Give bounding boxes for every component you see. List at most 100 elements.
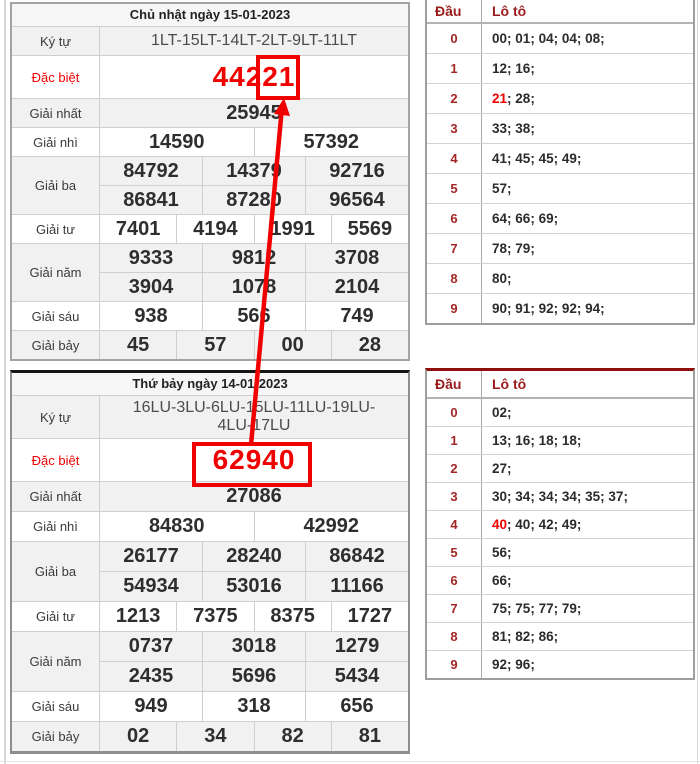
loto-value: 75 <box>515 601 531 616</box>
loto-values: 75; 75; 77; 79; <box>492 601 582 616</box>
prize-value: 00 <box>255 331 332 359</box>
head-row-2: 2 27; <box>427 455 693 483</box>
loto-value: 45 <box>515 151 531 166</box>
loto-value: 92 <box>538 301 554 316</box>
loto-value: 79 <box>561 601 577 616</box>
prize-value: 14590 <box>100 128 255 156</box>
loto-value: 66 <box>515 211 531 226</box>
loto-value: 02 <box>492 405 508 420</box>
head-row-8: 8 81; 82; 86; <box>427 623 693 651</box>
prize-value: 87280 <box>203 186 306 214</box>
draw-date-title: Chủ nhật ngày 15-01-2023 <box>12 4 408 27</box>
prize-value: 1213 <box>100 602 178 631</box>
dau-digit: 5 <box>427 539 482 566</box>
loto-column-header: Lô tô <box>492 3 527 19</box>
prize-label: Giải tư <box>12 215 100 243</box>
prize-value: 96564 <box>329 188 385 211</box>
loto-value: 04 <box>538 31 554 46</box>
loto-values: 21; 28; <box>492 91 535 106</box>
kytu-value: 1LT-15LT-14LT-2LT-9LT-11LT <box>100 27 408 55</box>
kytu-codes: 1LT-15LT-14LT-2LT-9LT-11LT <box>150 32 358 49</box>
prize-row-giai-sau: Giải sáu 938 566 749 <box>12 302 408 331</box>
prize-label: Giải năm <box>12 244 100 301</box>
loto-value: 64 <box>492 211 508 226</box>
prize-value: 5569 <box>347 217 393 240</box>
head-row-5: 5 57; <box>427 174 693 204</box>
prize-value: 57392 <box>303 130 360 153</box>
page-bottom-border <box>0 761 700 762</box>
prize-row-giai-ba: Giải ba 26177 28240 86842 54934 53016 11166 <box>12 542 408 602</box>
loto-value: 28 <box>515 91 531 106</box>
loto-value: 41 <box>492 151 508 166</box>
prize-value: 9333 <box>100 244 203 272</box>
prize-label: Đặc biệt <box>12 439 100 481</box>
prize-value: 949 <box>100 692 203 721</box>
prize-value: 2435 <box>100 662 203 691</box>
loto-value: 18 <box>561 433 577 448</box>
prize-row-giai-tu: Giải tư 1213 7375 8375 1727 <box>12 602 408 632</box>
prize-value: 2104 <box>334 275 380 298</box>
dau-digit: 6 <box>427 567 482 594</box>
prize-value: 57 <box>177 331 255 359</box>
loto-value: 92 <box>492 657 508 672</box>
loto-values: 02; <box>492 405 512 420</box>
loto-value: 80 <box>492 271 508 286</box>
prize-value: 86841 <box>100 186 203 214</box>
prize-value: 86842 <box>329 545 385 567</box>
loto-value: 33 <box>492 121 508 136</box>
prize-value: 42992 <box>303 515 360 537</box>
loto-value: 75 <box>492 601 508 616</box>
kytu-codes: 16LU-3LU-6LU-15LU-11LU-19LU-4LU-17LU <box>132 399 376 434</box>
kytu-row: Ký tự 1LT-15LT-14LT-2LT-9LT-11LT <box>12 27 408 56</box>
loto-value: 90 <box>492 301 508 316</box>
prize-value: 53016 <box>203 572 306 601</box>
prize-label: Giải ba <box>12 542 100 601</box>
prize-value: 28 <box>358 333 381 356</box>
dau-digit: 8 <box>427 623 482 650</box>
loto-value: 30 <box>492 489 508 504</box>
prize-value: 02 <box>100 722 178 751</box>
prize-label: Giải nhất <box>12 99 100 127</box>
loto-value: 81 <box>492 629 508 644</box>
prize-value: 4194 <box>177 215 255 243</box>
prize-row-giai-nhi: Giải nhì 84830 42992 <box>12 512 408 542</box>
head-row-3: 3 30; 34; 34; 34; 35; 37; <box>427 483 693 511</box>
loto-value: 49 <box>561 151 577 166</box>
loto-value: 77 <box>538 601 554 616</box>
prize-label: Giải tư <box>12 602 100 631</box>
head-row-9: 9 90; 91; 92; 92; 94; <box>427 294 693 323</box>
prize-value: 3708 <box>334 246 380 269</box>
dau-column-header: Đầu <box>427 371 482 397</box>
page-right-border <box>697 0 698 764</box>
loto-value: 78 <box>492 241 508 256</box>
prize-row-giai-tu: Giải tư 7401 4194 1991 5569 <box>12 215 408 244</box>
prize-row-dac-biet: Đặc biệt 62940 <box>12 439 408 482</box>
head-row-0: 0 00; 01; 04; 04; 08; <box>427 24 693 54</box>
loto-value: 66 <box>492 573 508 588</box>
prize-label: Giải bảy <box>12 331 100 359</box>
prize-value: 1991 <box>255 215 332 243</box>
kytu-value: 16LU-3LU-6LU-15LU-11LU-19LU-4LU-17LU <box>100 396 408 438</box>
head-row-6: 6 66; <box>427 567 693 595</box>
head-row-7: 7 78; 79; <box>427 234 693 264</box>
dau-digit: 9 <box>427 294 482 323</box>
loto-values: 66; <box>492 573 512 588</box>
prize-value: 3904 <box>100 273 203 301</box>
dau-digit: 3 <box>427 483 482 510</box>
dau-digit: 6 <box>427 204 482 233</box>
dau-digit: 9 <box>427 651 482 678</box>
prize-value: 566 <box>203 302 306 330</box>
prize-value: 62940 <box>212 444 296 475</box>
head-row-0: 0 02; <box>427 399 693 427</box>
dau-digit: 0 <box>427 399 482 426</box>
head-row-5: 5 56; <box>427 539 693 567</box>
prize-row-giai-sau: Giải sáu 949 318 656 <box>12 692 408 722</box>
kytu-label: Ký tự <box>12 27 100 55</box>
dau-digit: 2 <box>427 455 482 482</box>
loto-values: 90; 91; 92; 92; 94; <box>492 301 605 316</box>
head-rows: 0 02; 1 13; 16; 18; 18; 2 27; 3 30; 34; 34; … <box>427 399 693 678</box>
dau-digit: 7 <box>427 234 482 263</box>
prize-row-giai-nam: Giải năm 9333 9812 3708 3904 1078 2104 <box>12 244 408 302</box>
loto-value: 94 <box>585 301 601 316</box>
head-row-4: 4 41; 45; 45; 49; <box>427 144 693 174</box>
